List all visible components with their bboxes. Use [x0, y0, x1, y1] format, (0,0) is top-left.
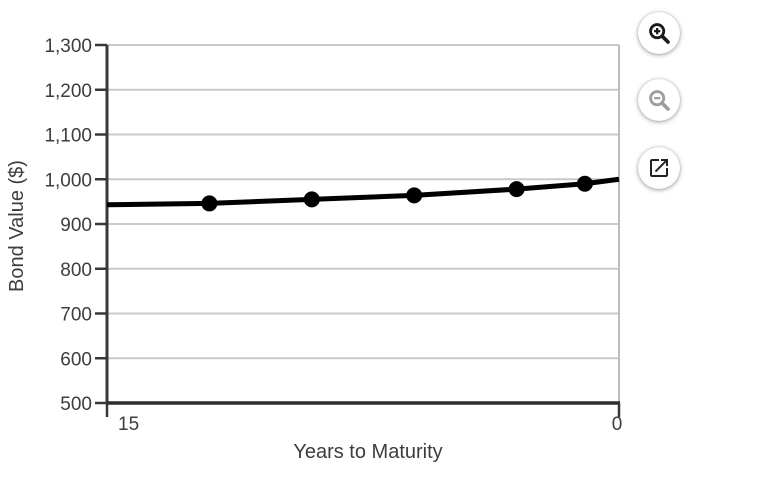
zoom-out-button[interactable]: [638, 79, 680, 121]
y-tick-label: 500: [60, 394, 92, 415]
bond-value-series: [106, 175, 620, 212]
x-axis-title: Years to Maturity: [293, 441, 442, 463]
data-point-marker: [201, 195, 218, 212]
axes: 500 600 700 800 900 1,000 1,100 1,200 1,300 15 0: [44, 36, 622, 435]
y-axis-title: Bond Value ($): [6, 160, 28, 292]
data-point-marker: [508, 181, 525, 198]
y-tick-label: 1,300: [44, 36, 92, 57]
magnifier-plus-icon: [649, 23, 670, 44]
y-tick-label: 900: [60, 215, 92, 236]
y-tick-label: 1,200: [44, 81, 92, 102]
x-tick-label: 0: [612, 414, 623, 435]
y-tick-label: 1,000: [44, 170, 92, 191]
open-in-new-window-button[interactable]: [638, 147, 680, 189]
magnifier-minus-icon: [649, 90, 670, 111]
data-point-marker: [406, 187, 423, 204]
y-tick-label: 800: [60, 260, 92, 281]
gridlines: [107, 44, 620, 403]
y-tick-label: 1,100: [44, 126, 92, 147]
y-tick-label: 700: [60, 305, 92, 326]
bond-value-line: [106, 176, 620, 208]
zoom-in-button[interactable]: [638, 12, 680, 54]
x-tick-label: 15: [118, 414, 139, 435]
y-tick-label: 600: [60, 349, 92, 370]
open-in-new-icon: [650, 159, 668, 177]
data-point-marker: [303, 191, 320, 208]
data-point-marker: [576, 175, 593, 192]
